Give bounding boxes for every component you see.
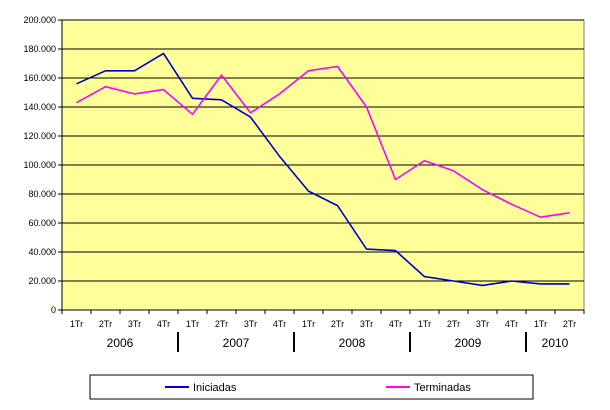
x-tick-label: 1Tr xyxy=(186,319,199,329)
gridlines xyxy=(58,19,585,314)
x-tick-label: 2Tr xyxy=(331,319,344,329)
y-tick-label: 60.000 xyxy=(28,218,56,228)
y-tick-label: 180.000 xyxy=(23,44,56,54)
legend-label: Terminadas xyxy=(414,382,471,394)
legend-label: Iniciadas xyxy=(193,382,237,394)
x-tick-label: 3Tr xyxy=(244,319,257,329)
x-tick-label: 1Tr xyxy=(534,319,547,329)
x-tick-label: 1Tr xyxy=(70,319,83,329)
y-tick-label: 140.000 xyxy=(23,102,56,112)
x-tick-label: 4Tr xyxy=(157,319,170,329)
y-tick-label: 100.000 xyxy=(23,160,56,170)
x-tick-label: 3Tr xyxy=(360,319,373,329)
x-axis-year-labels: 2006 2007 2008 2009 2010 xyxy=(107,332,569,352)
y-tick-label: 160.000 xyxy=(23,73,56,83)
series-line-iniciadas xyxy=(76,52,570,287)
series-lines xyxy=(76,52,570,287)
x-tick-label: 2Tr xyxy=(215,319,228,329)
x-tick-label: 2Tr xyxy=(99,319,112,329)
y-tick-label: 120.000 xyxy=(23,131,56,141)
x-tick-label: 4Tr xyxy=(505,319,518,329)
x-tick-label: 4Tr xyxy=(389,319,402,329)
y-tick-label: 0 xyxy=(51,305,56,315)
year-label: 2007 xyxy=(223,336,250,350)
year-label: 2009 xyxy=(455,336,482,350)
y-axis-tick-labels: 0 20.000 40.000 60.000 80.000 100.000 120.000 1… xyxy=(23,15,56,315)
series-line-terminadas xyxy=(76,65,570,218)
legend-box xyxy=(89,374,534,400)
year-label: 2010 xyxy=(542,336,569,350)
x-tick-label: 3Tr xyxy=(476,319,489,329)
x-tick-label: 3Tr xyxy=(128,319,141,329)
x-tick-label: 2Tr xyxy=(563,319,576,329)
y-tick-label: 80.000 xyxy=(28,189,56,199)
x-tick-label: 4Tr xyxy=(273,319,286,329)
y-tick-label: 40.000 xyxy=(28,247,56,257)
year-label: 2008 xyxy=(339,336,366,350)
x-axis-tick-labels: 1Tr 2Tr 3Tr 4Tr 1Tr 2Tr 3Tr 4Tr 1Tr 2Tr 3Tr 4Tr 1Tr 2… xyxy=(70,319,576,329)
x-tick-label: 1Tr xyxy=(302,319,315,329)
y-tick-label: 200.000 xyxy=(23,15,56,25)
year-label: 2006 xyxy=(107,336,134,350)
x-tick-label: 1Tr xyxy=(418,319,431,329)
y-tick-label: 20.000 xyxy=(28,276,56,286)
legend: Iniciadas Terminadas xyxy=(89,374,534,400)
x-tick-label: 2Tr xyxy=(447,319,460,329)
